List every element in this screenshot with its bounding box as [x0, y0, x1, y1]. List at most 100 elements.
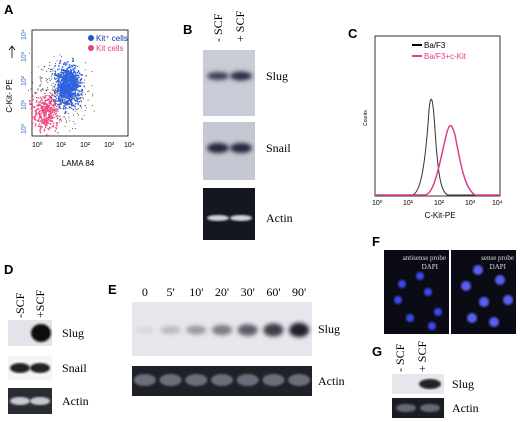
x-tick-label: 10⁴ [492, 200, 503, 207]
dot [51, 94, 54, 97]
y-axis-label: Counts [363, 110, 369, 126]
dot [77, 108, 79, 110]
dot [77, 74, 80, 77]
dot [60, 95, 63, 98]
dot [37, 125, 40, 128]
nucleus [495, 275, 505, 285]
dot [28, 90, 30, 92]
dot [51, 117, 53, 120]
dot [62, 101, 65, 104]
dot [82, 98, 84, 100]
dot [38, 103, 40, 105]
dot [37, 89, 39, 91]
dot [44, 126, 47, 129]
dot [62, 83, 64, 86]
dot [66, 79, 69, 82]
dot [38, 123, 41, 125]
nucleus [424, 288, 432, 296]
dot [63, 116, 65, 118]
dot [49, 69, 51, 71]
dot [42, 88, 44, 90]
dot [52, 108, 54, 111]
dot [70, 69, 72, 72]
dot [46, 106, 49, 108]
dot [63, 81, 66, 84]
dot [66, 95, 69, 98]
dot [72, 120, 74, 122]
dot [59, 81, 61, 84]
dot [54, 86, 56, 88]
dot [77, 66, 79, 68]
dot [28, 103, 31, 105]
dot [67, 97, 70, 100]
nucleus [434, 308, 442, 316]
dot [70, 77, 73, 79]
x-axis-label: LAMA 84 [62, 159, 95, 168]
dot [41, 107, 44, 109]
row-label: Slug [62, 326, 84, 340]
dot [49, 111, 51, 113]
dot [42, 105, 45, 107]
dot [54, 91, 57, 94]
dot [48, 122, 50, 125]
time-label: 20' [215, 285, 229, 299]
band [420, 404, 440, 412]
dot [38, 120, 40, 122]
dot [92, 95, 94, 97]
dot [54, 110, 56, 112]
dot [32, 95, 34, 97]
dot [54, 108, 56, 111]
dot [43, 123, 46, 125]
dot [53, 91, 55, 93]
dot [50, 93, 52, 95]
dot [80, 78, 83, 81]
dot [67, 84, 70, 87]
dot [48, 126, 51, 129]
dot [76, 112, 78, 114]
dot [45, 114, 47, 116]
nucleus [479, 297, 489, 307]
dot [62, 68, 65, 71]
dot [60, 120, 62, 122]
legend-label: Kit cells [96, 44, 124, 53]
dot [35, 92, 38, 94]
dot [77, 85, 80, 88]
dot [57, 86, 60, 89]
dot [57, 132, 59, 134]
band [10, 363, 30, 373]
dot [54, 104, 56, 106]
dot [43, 65, 45, 67]
dot [50, 98, 53, 101]
dot [49, 96, 51, 99]
dot [55, 126, 57, 129]
dot [32, 82, 34, 84]
dot [43, 101, 45, 104]
dot [50, 78, 52, 80]
band [230, 143, 252, 153]
blot [203, 50, 255, 116]
dot [78, 94, 80, 97]
arrow [8, 45, 16, 58]
y-tick-label: 10³ [21, 51, 28, 62]
dot [40, 116, 43, 119]
dot [64, 84, 67, 87]
band [160, 326, 181, 334]
dot [78, 114, 80, 116]
dot [44, 106, 47, 109]
y-tick-label: 10⁴ [21, 29, 28, 40]
dot [71, 64, 73, 67]
dot [65, 103, 68, 106]
dot [34, 91, 37, 94]
dot [57, 82, 60, 85]
dot [59, 54, 61, 56]
dot [85, 74, 87, 76]
dot [55, 98, 57, 100]
image-caption: antisense probe [403, 254, 446, 262]
dot [40, 68, 42, 70]
dot [66, 102, 69, 105]
dot [53, 105, 55, 107]
dot [37, 97, 39, 99]
dot [39, 131, 42, 134]
dot [50, 71, 52, 73]
dot [39, 115, 42, 118]
